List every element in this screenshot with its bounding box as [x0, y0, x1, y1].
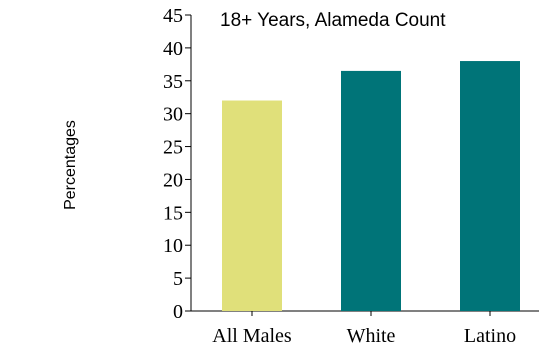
y-tick-label: 15: [163, 202, 183, 224]
x-tick-label: All Males: [212, 325, 292, 347]
x-tick-label: White: [347, 325, 396, 347]
x-tick-label: Latino: [464, 325, 516, 347]
bar-latino: [460, 61, 520, 311]
bar-all-males: [222, 100, 282, 311]
y-tick-label: 45: [163, 5, 183, 27]
y-axis-ticks: 0 5 10 15 20 25 30 35 40 45: [163, 5, 191, 323]
bars: [222, 61, 520, 312]
y-tick-label: 0: [173, 301, 183, 323]
y-axis-label: Percentages: [62, 120, 79, 210]
y-tick-label: 20: [163, 169, 183, 191]
y-tick-label: 10: [163, 235, 183, 257]
y-tick-label: 5: [173, 268, 183, 290]
y-tick-label: 40: [163, 38, 183, 60]
y-tick-label: 30: [163, 104, 183, 126]
y-tick-label: 25: [163, 137, 183, 159]
bar-white: [341, 70, 401, 312]
x-axis-labels: All Males White Latino: [212, 311, 516, 347]
y-tick-label: 35: [163, 71, 183, 93]
chart-title: 18+ Years, Alameda Count: [220, 10, 446, 31]
